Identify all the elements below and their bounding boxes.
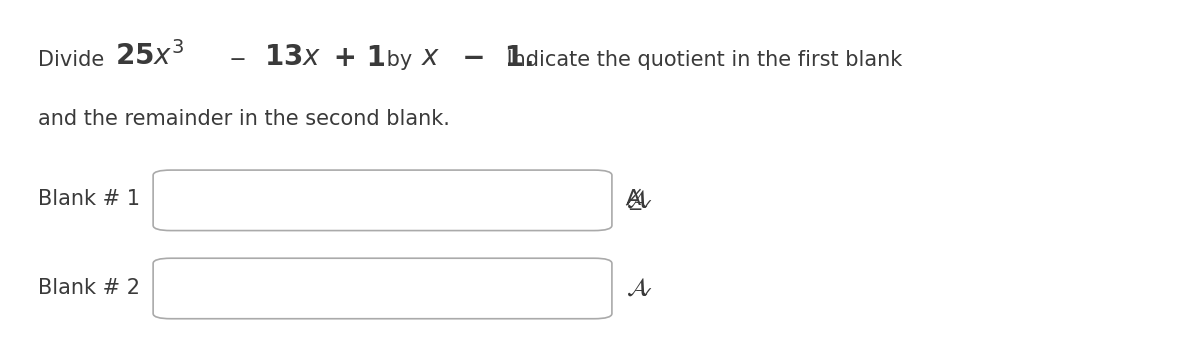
Text: ✓: ✓ (641, 197, 653, 212)
FancyBboxPatch shape (154, 170, 612, 230)
Text: and the remainder in the second blank.: and the remainder in the second blank. (37, 109, 450, 129)
Text: + 1: + 1 (324, 44, 385, 72)
Text: $\mathbf{25}x^3$: $\mathbf{25}x^3$ (115, 41, 184, 71)
Text: by: by (379, 50, 419, 70)
Text: −  1.: − 1. (443, 44, 534, 72)
FancyBboxPatch shape (154, 258, 612, 319)
Text: $\mathcal{A}$: $\mathcal{A}$ (626, 188, 648, 211)
Text: −: − (216, 50, 260, 70)
Text: A̸̲: A̸̲ (626, 189, 642, 210)
Text: $\mathbf{13}x$: $\mathbf{13}x$ (264, 43, 322, 71)
Text: $\mathcal{A}$: $\mathcal{A}$ (626, 276, 648, 299)
Text: Blank # 2: Blank # 2 (37, 278, 139, 298)
Text: Divide: Divide (37, 50, 110, 70)
Text: Indicate the quotient in the first blank: Indicate the quotient in the first blank (500, 50, 902, 70)
Text: ✓: ✓ (641, 285, 653, 300)
Text: Blank # 1: Blank # 1 (37, 189, 139, 210)
Text: $x$: $x$ (421, 43, 440, 71)
